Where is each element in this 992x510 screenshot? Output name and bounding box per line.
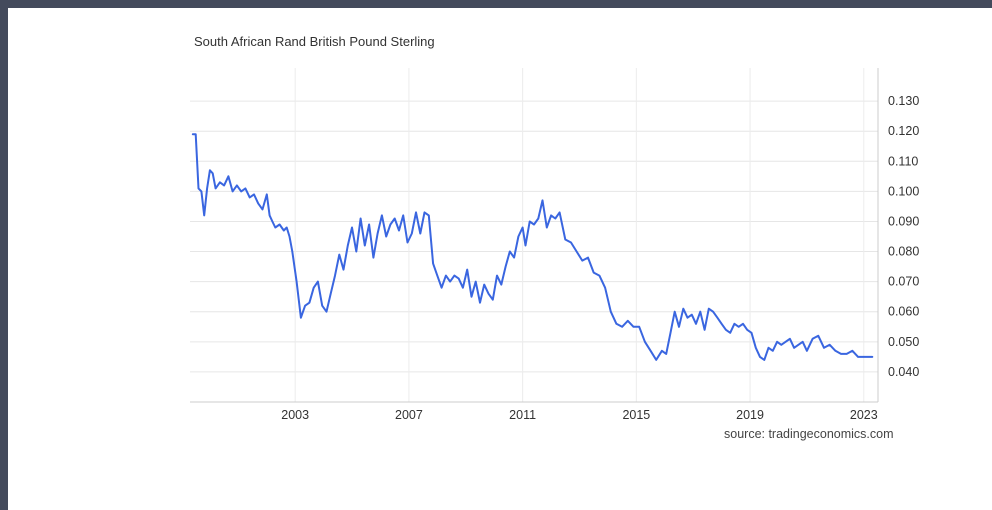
x-tick-label: 2003: [281, 408, 309, 422]
chart-grid: [190, 68, 878, 402]
y-axis-ticks: 0.130 0.120 0.110 0.100 0.090 0.080 0.070 0.060…: [888, 94, 919, 379]
x-tick-label: 2019: [736, 408, 764, 422]
y-tick-label: 0.100: [888, 184, 919, 198]
y-tick-label: 0.120: [888, 124, 919, 138]
y-tick-label: 0.070: [888, 275, 919, 289]
y-tick-label: 0.090: [888, 214, 919, 228]
y-tick-label: 0.110: [888, 154, 918, 168]
x-tick-label: 2007: [395, 408, 423, 422]
x-axis-ticks: 2003 2007 2011 2015 2019 2023: [281, 408, 877, 422]
y-tick-label: 0.080: [888, 245, 919, 259]
x-tick-label: 2023: [850, 408, 878, 422]
y-tick-label: 0.130: [888, 94, 919, 108]
y-tick-label: 0.050: [888, 335, 919, 349]
y-tick-label: 0.060: [888, 305, 919, 319]
chart-panel: [8, 8, 992, 510]
chart-title: South African Rand British Pound Sterlin…: [194, 34, 435, 49]
x-tick-label: 2011: [509, 408, 536, 422]
y-tick-label: 0.040: [888, 365, 919, 379]
series-lines: [191, 133, 874, 361]
chart-axes: [190, 68, 879, 403]
x-tick-label: 2015: [622, 408, 650, 422]
zar-gbp-line: [191, 133, 874, 361]
source-credit: source: tradingeconomics.com: [724, 427, 894, 441]
